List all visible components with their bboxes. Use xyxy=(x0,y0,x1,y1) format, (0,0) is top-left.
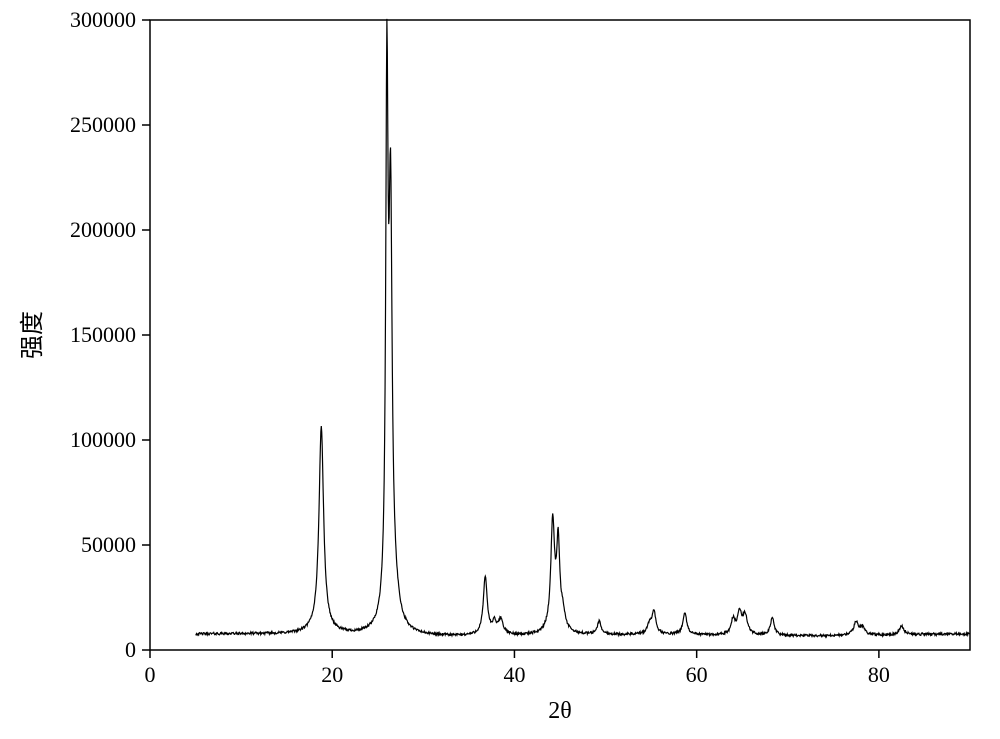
y-tick-label: 100000 xyxy=(70,427,136,452)
chart-svg: 0 20 40 60 80 0 50000 100000 150000 200000 250000 3… xyxy=(0,0,1000,739)
y-axis-label: 强度 xyxy=(19,311,46,359)
y-tick-label: 0 xyxy=(125,637,136,662)
y-tick-label: 150000 xyxy=(70,322,136,347)
y-tick-label: 200000 xyxy=(70,217,136,242)
y-tick-label: 300000 xyxy=(70,7,136,32)
x-tick-label: 80 xyxy=(868,662,890,687)
xrd-data-line xyxy=(196,19,970,637)
x-tick-label: 60 xyxy=(686,662,708,687)
x-tick-label: 20 xyxy=(321,662,343,687)
y-tick-label: 50000 xyxy=(81,532,136,557)
y-tick-label: 250000 xyxy=(70,112,136,137)
x-tick-label: 0 xyxy=(145,662,156,687)
x-axis-label: 2θ xyxy=(548,698,572,724)
xrd-chart: 0 20 40 60 80 0 50000 100000 150000 200000 250000 3… xyxy=(0,0,1000,739)
x-tick-label: 40 xyxy=(503,662,525,687)
